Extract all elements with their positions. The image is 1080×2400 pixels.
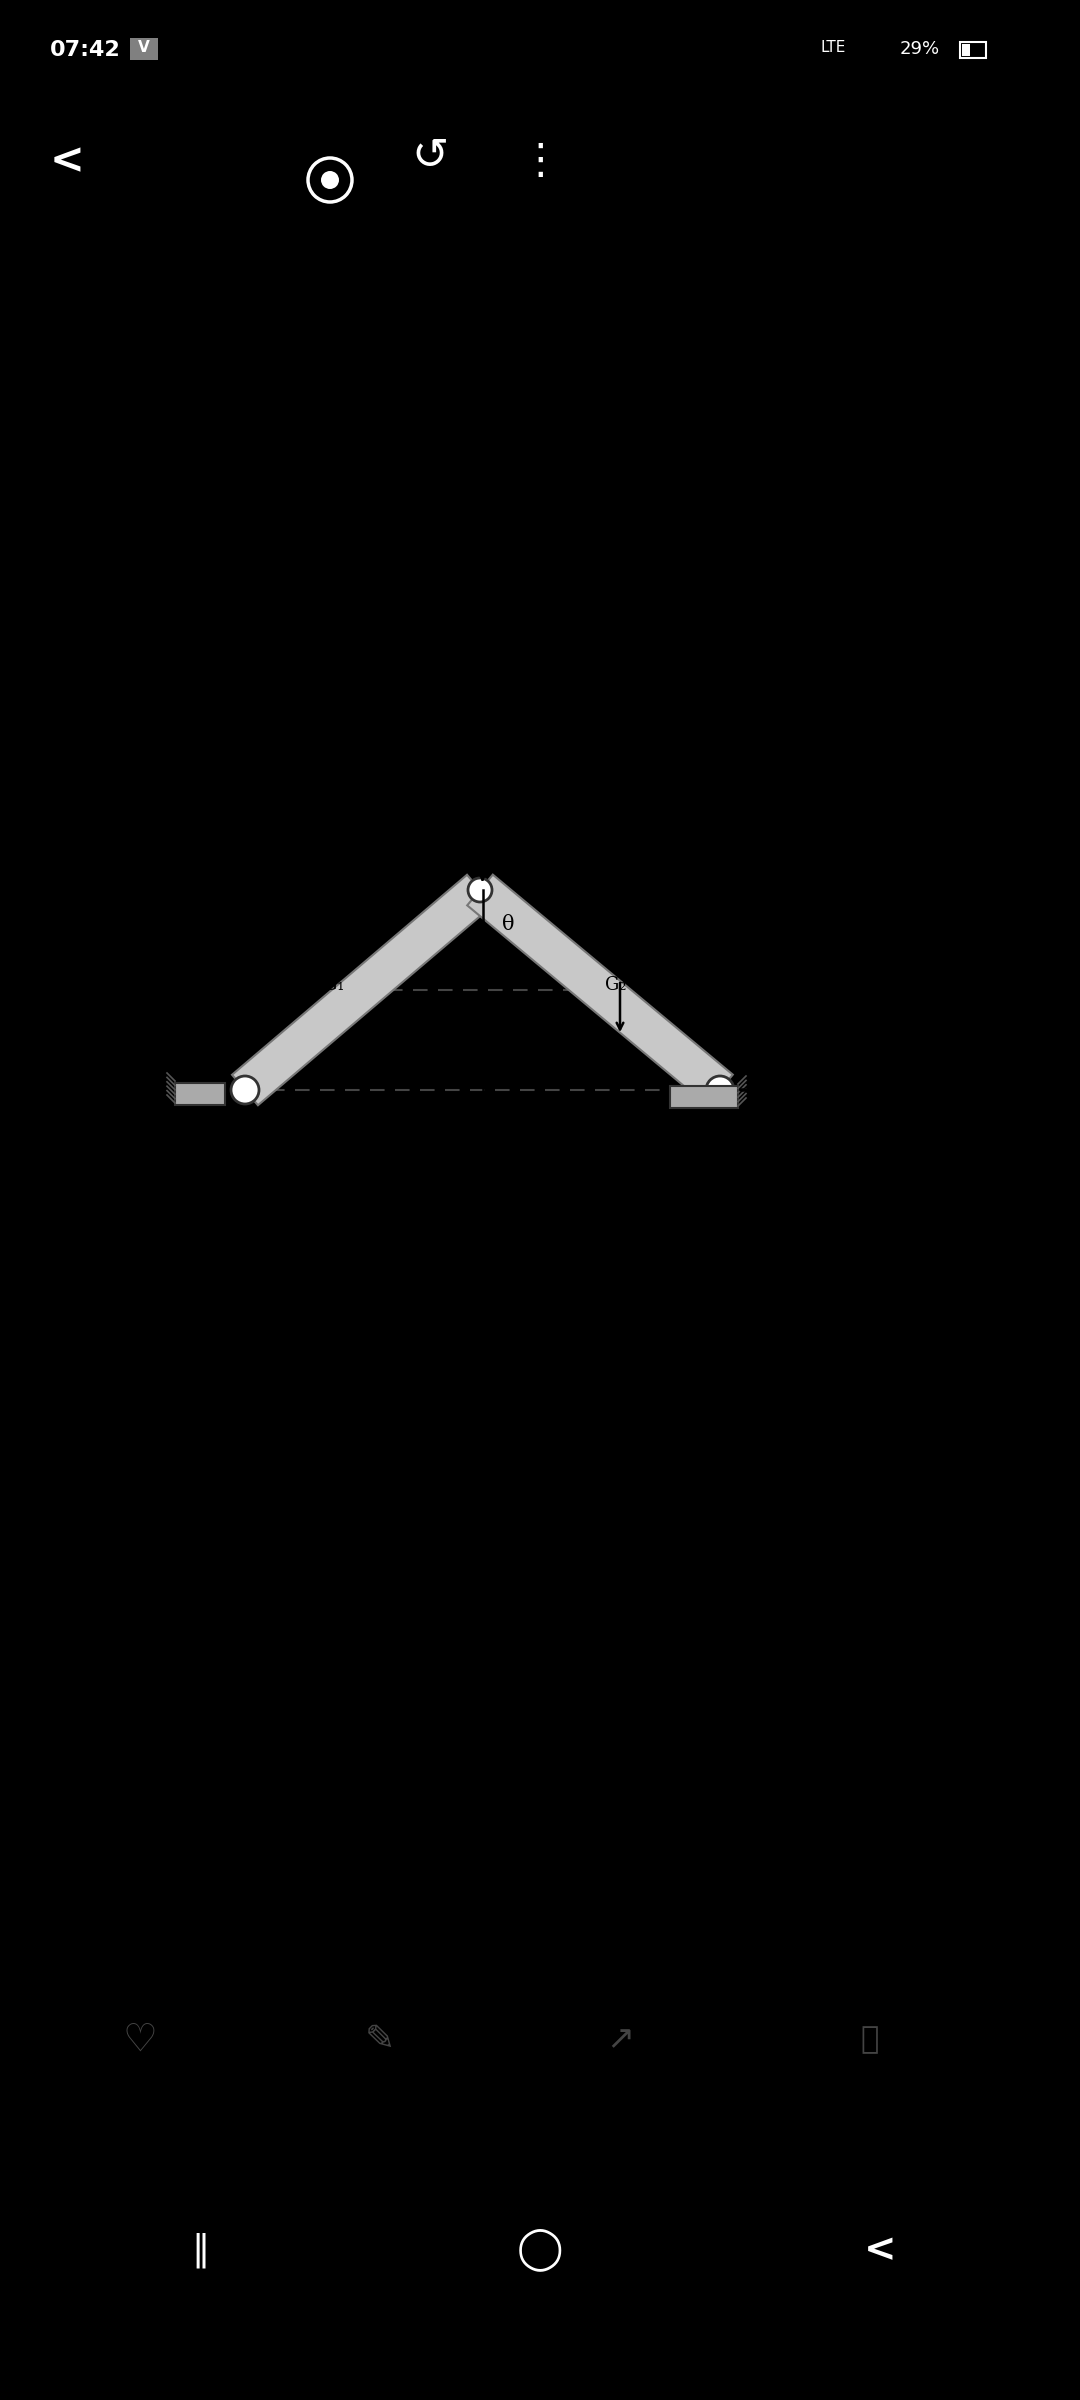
Bar xyxy=(175,1082,225,1104)
Polygon shape xyxy=(468,874,733,1106)
Text: not hand: not hand xyxy=(708,370,799,389)
Text: 07:42: 07:42 xyxy=(50,41,121,60)
Text: required to maintain the equilibrium of the two bar linkages.: required to maintain the equilibrium of … xyxy=(372,470,932,487)
Circle shape xyxy=(706,1075,734,1104)
Text: , respectively.: , respectively. xyxy=(437,492,568,509)
Text: [20 marks]: [20 marks] xyxy=(921,581,1020,598)
Text: x: x xyxy=(476,1111,488,1130)
Text: <: < xyxy=(50,139,85,182)
Text: written: written xyxy=(55,391,129,410)
Text: P: P xyxy=(362,470,374,487)
Text: type written: type written xyxy=(580,370,702,389)
Circle shape xyxy=(321,170,339,190)
Bar xyxy=(962,43,970,55)
Text: The mass and the length of each link are: The mass and the length of each link are xyxy=(55,492,434,509)
Text: m: m xyxy=(381,492,399,509)
Text: θ: θ xyxy=(502,914,514,934)
Text: 🗑: 🗑 xyxy=(861,2026,879,2054)
Text: <: < xyxy=(864,2232,896,2268)
Text: LTE: LTE xyxy=(820,41,846,55)
Text: Use the principle of virtual work: Use the principle of virtual work xyxy=(588,492,891,509)
Text: mg: mg xyxy=(197,958,225,974)
Text: V: V xyxy=(138,41,150,55)
Circle shape xyxy=(468,878,492,902)
Text: ↺: ↺ xyxy=(411,134,448,178)
Text: ♡: ♡ xyxy=(122,2021,158,2059)
Bar xyxy=(130,38,158,60)
Text: ⋮: ⋮ xyxy=(519,139,561,182)
Text: Assignment 2: Due Monday 12 February 2024: Assignment should be: Assignment 2: Due Monday 12 February 202… xyxy=(55,370,696,389)
Text: G₂: G₂ xyxy=(605,977,626,994)
Bar xyxy=(960,41,986,58)
Text: and: and xyxy=(672,370,717,389)
Text: G₁: G₁ xyxy=(323,977,345,994)
Text: ↗: ↗ xyxy=(606,2023,634,2057)
Text: y: y xyxy=(500,965,512,984)
Circle shape xyxy=(231,1075,259,1104)
Text: Determine the magnitude of the force: Determine the magnitude of the force xyxy=(55,470,408,487)
Text: and: and xyxy=(392,492,437,509)
Polygon shape xyxy=(232,874,492,1106)
Bar xyxy=(670,1085,738,1109)
Text: ◯: ◯ xyxy=(516,2230,564,2270)
Text: ✎: ✎ xyxy=(365,2023,395,2057)
Text: P: P xyxy=(800,1030,815,1051)
Text: mg: mg xyxy=(617,958,646,974)
Text: 29%: 29% xyxy=(900,41,940,58)
Text: ‖: ‖ xyxy=(191,2232,210,2268)
Text: Hint:: Hint: xyxy=(550,492,602,509)
Text: l: l xyxy=(428,492,434,509)
